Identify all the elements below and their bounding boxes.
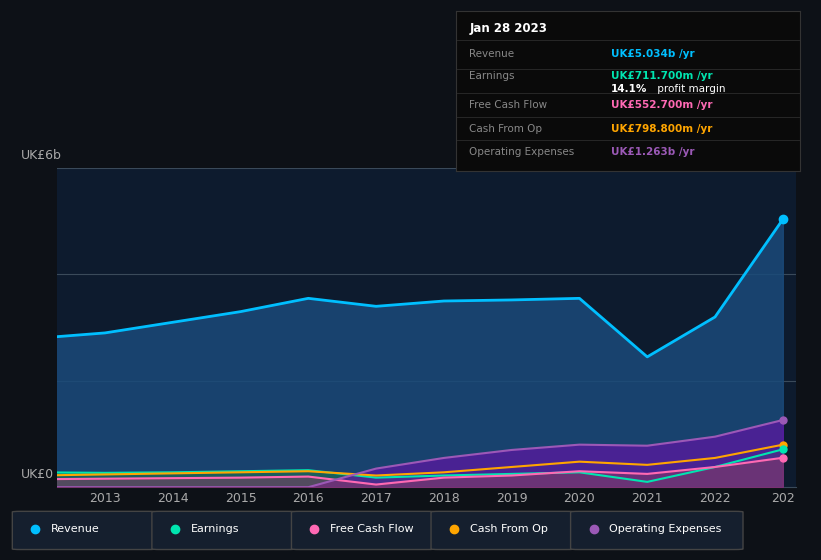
FancyBboxPatch shape [431, 511, 575, 549]
Text: UK£6b: UK£6b [21, 148, 62, 162]
Text: Revenue: Revenue [470, 49, 515, 59]
Text: Free Cash Flow: Free Cash Flow [330, 524, 414, 534]
Text: Free Cash Flow: Free Cash Flow [470, 100, 548, 110]
Text: Jan 28 2023: Jan 28 2023 [470, 22, 548, 35]
Text: Operating Expenses: Operating Expenses [470, 147, 575, 157]
Text: 14.1%: 14.1% [611, 83, 647, 94]
Text: Earnings: Earnings [190, 524, 239, 534]
FancyBboxPatch shape [291, 511, 435, 549]
FancyBboxPatch shape [152, 511, 296, 549]
Text: UK£711.700m /yr: UK£711.700m /yr [611, 71, 713, 81]
Text: UK£1.263b /yr: UK£1.263b /yr [611, 147, 695, 157]
Text: profit margin: profit margin [654, 83, 726, 94]
Text: Cash From Op: Cash From Op [470, 124, 543, 133]
Text: UK£552.700m /yr: UK£552.700m /yr [611, 100, 713, 110]
Text: Cash From Op: Cash From Op [470, 524, 548, 534]
Text: Operating Expenses: Operating Expenses [609, 524, 722, 534]
Text: Revenue: Revenue [51, 524, 99, 534]
Text: UK£0: UK£0 [21, 468, 53, 481]
FancyBboxPatch shape [12, 511, 156, 549]
Text: UK£798.800m /yr: UK£798.800m /yr [611, 124, 712, 133]
FancyBboxPatch shape [571, 511, 743, 549]
Text: Earnings: Earnings [470, 71, 515, 81]
Text: UK£5.034b /yr: UK£5.034b /yr [611, 49, 695, 59]
